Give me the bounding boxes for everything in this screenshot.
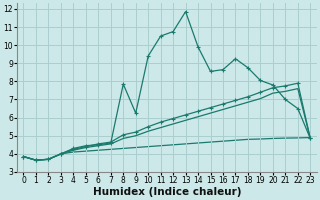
X-axis label: Humidex (Indice chaleur): Humidex (Indice chaleur) (93, 187, 241, 197)
